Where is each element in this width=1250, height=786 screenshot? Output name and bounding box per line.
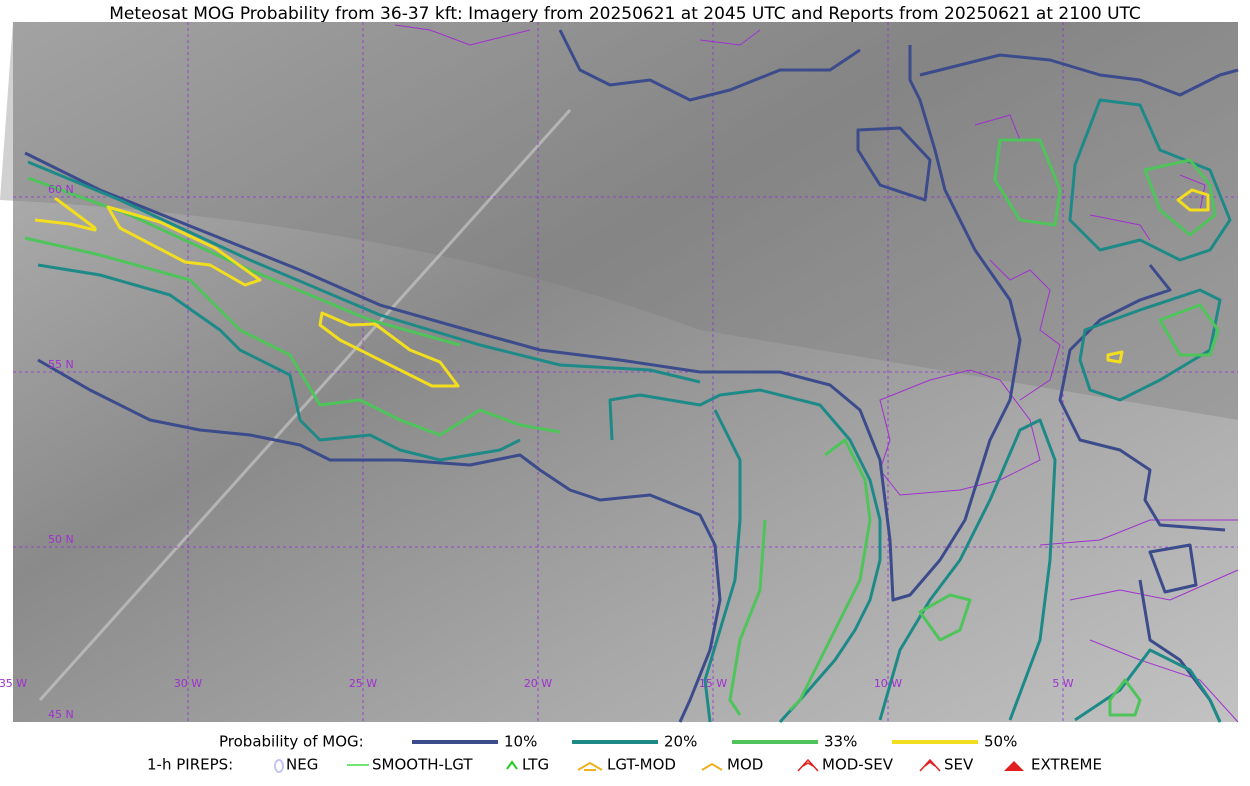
- legend-label: 10%: [504, 733, 537, 751]
- pirep-symbol: [506, 760, 518, 770]
- legend-label: 50%: [984, 733, 1017, 751]
- legend-label: LGT-MOD: [607, 756, 676, 774]
- coastlines: [394, 24, 1239, 723]
- contour: [919, 53, 1239, 97]
- contour: [1078, 288, 1222, 402]
- legend-label: MOD-SEV: [822, 756, 894, 774]
- contour: [24, 236, 561, 437]
- contour: [878, 418, 1057, 721]
- pirep-symbol: [577, 761, 603, 771]
- lon-label: 35 W: [0, 677, 27, 690]
- lat-label: 60 N: [48, 183, 74, 196]
- legend-label: 20%: [664, 733, 697, 751]
- lon-label: 5 W: [1052, 677, 1073, 690]
- legend: 10% 20% 33% 50% NEG SMOOTH-LGT LTG LGT-MOD MOD MO…: [274, 733, 1102, 774]
- probability-contours: [24, 29, 1239, 724]
- contour: [1068, 98, 1232, 262]
- lat-label: 45 N: [48, 708, 74, 721]
- contour: [918, 593, 972, 642]
- pirep-symbol: [274, 759, 284, 773]
- title: Meteosat MOG Probability from 36-37 kft:…: [109, 4, 1141, 24]
- lon-label: 10 W: [874, 677, 902, 690]
- pirep-symbol: [1004, 761, 1024, 771]
- pirep-symbol: [701, 762, 723, 771]
- legend-title: 1-h PIREPS:: [147, 756, 233, 774]
- contour: [558, 29, 861, 102]
- contour: [993, 138, 1062, 227]
- contour: [728, 438, 872, 716]
- contour: [27, 176, 461, 347]
- contrail: [38, 108, 572, 702]
- lat-label: 50 N: [48, 533, 74, 546]
- legend-label: NEG: [286, 756, 318, 774]
- contour: [1108, 678, 1142, 717]
- contour: [856, 126, 932, 202]
- contour: [24, 45, 1022, 602]
- contour: [27, 160, 701, 384]
- contour: [608, 388, 882, 724]
- contour: [1106, 350, 1124, 364]
- lon-label: 30 W: [174, 677, 202, 690]
- contour: [1058, 264, 1226, 532]
- lon-label: 25 W: [349, 677, 377, 690]
- contour: [1158, 303, 1220, 357]
- contour: [37, 263, 521, 462]
- pirep-symbol: [797, 758, 819, 772]
- contour: [318, 311, 460, 388]
- legend-title: Probability of MOG:: [219, 733, 364, 751]
- graticule: [13, 22, 1238, 722]
- legend-label: 33%: [824, 733, 857, 751]
- lon-label: 15 W: [699, 677, 727, 690]
- legend-label: LTG: [522, 756, 549, 774]
- legend-label: MOD: [727, 756, 763, 774]
- pirep-symbol: [919, 758, 941, 772]
- contour: [1176, 188, 1210, 212]
- legend-label: EXTREME: [1031, 756, 1102, 774]
- legend-label: SEV: [944, 756, 974, 774]
- contour: [37, 358, 722, 723]
- contour: [1143, 158, 1217, 237]
- contour: [703, 409, 742, 723]
- lon-label: 20 W: [524, 677, 552, 690]
- contour: [1148, 543, 1198, 594]
- legend-label: SMOOTH-LGT: [372, 756, 473, 774]
- contour: [106, 205, 262, 287]
- dark-band: [0, 22, 1238, 420]
- lat-label: 55 N: [48, 358, 74, 371]
